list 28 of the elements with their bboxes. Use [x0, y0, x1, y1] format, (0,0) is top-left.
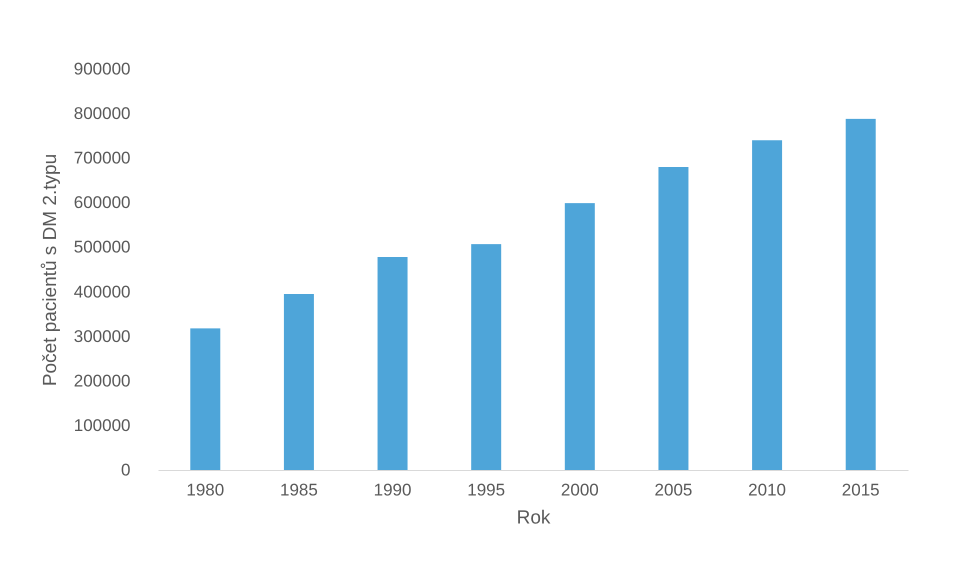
bar: [564, 203, 595, 470]
y-tick-label: 500000: [74, 238, 130, 257]
x-axis-title: Rok: [516, 508, 551, 528]
bar: [190, 328, 220, 470]
y-tick-label: 600000: [74, 193, 130, 212]
x-tick-label: 1990: [374, 480, 412, 500]
bar: [284, 294, 314, 470]
y-tick-label: 900000: [74, 60, 130, 78]
x-tick-label: 1995: [467, 480, 506, 500]
y-tick-label: 200000: [74, 371, 130, 390]
y-tick-label: 700000: [74, 148, 130, 168]
y-tick-label: 400000: [74, 282, 130, 302]
x-tick-label: 2000: [560, 480, 599, 500]
y-tick-label: 800000: [74, 104, 130, 124]
bar: [658, 167, 688, 470]
x-tick-label: 1985: [280, 480, 318, 500]
x-tick-label: 2015: [842, 480, 880, 500]
bar: [378, 257, 408, 470]
bar: [846, 118, 876, 470]
y-tick-label: 100000: [74, 416, 130, 435]
y-tick-label: 0: [121, 460, 130, 480]
x-tick-label: 1980: [186, 480, 224, 500]
bar: [752, 140, 782, 470]
y-tick-label: 300000: [74, 326, 130, 346]
y-axis-title: Počet pacientů s DM 2.typu: [40, 154, 61, 386]
x-tick-label: 2005: [654, 480, 692, 500]
x-tick-label: 2010: [748, 480, 786, 500]
bar: [471, 244, 502, 470]
